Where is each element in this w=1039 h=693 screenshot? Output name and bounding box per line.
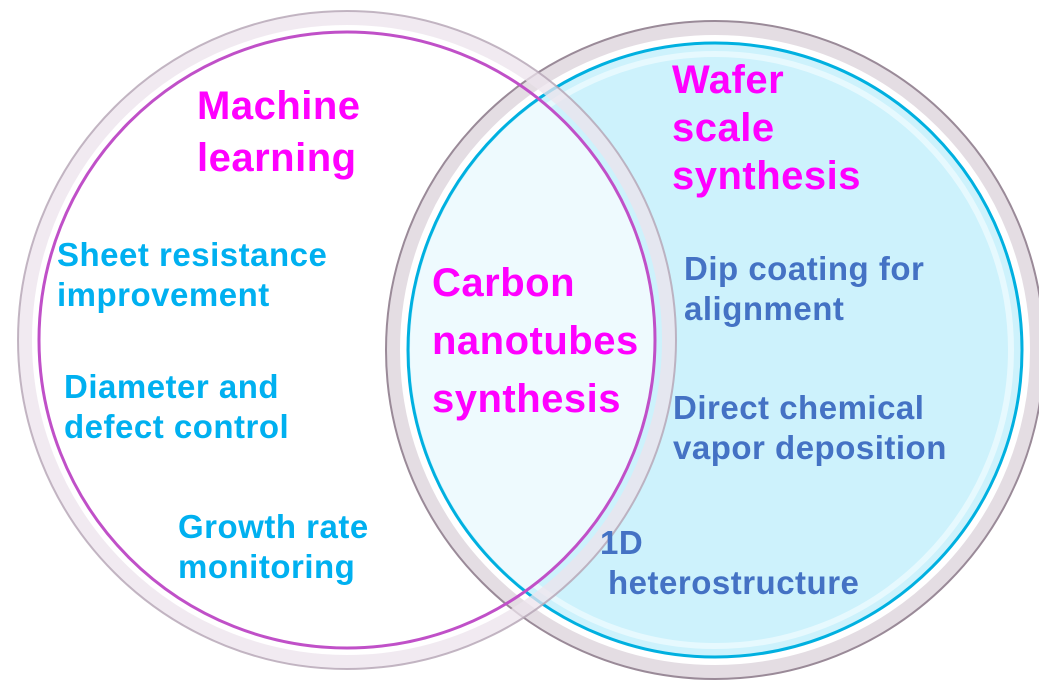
item-line: Growth rate (178, 508, 369, 545)
title-line: synthesis (432, 377, 622, 421)
left-circle-ring (18, 11, 676, 669)
item-line: heterostructure (608, 564, 860, 601)
right-item-dip-coating: Dip coating for alignment (684, 249, 924, 329)
item-line: defect control (64, 408, 290, 445)
left-item-diameter: Diameter and defect control (64, 367, 289, 447)
item-line: Sheet resistance (57, 236, 328, 273)
overlap-title: Carbon nanotubes synthesis (432, 254, 639, 428)
item-line: vapor deposition (673, 429, 947, 466)
item-line: monitoring (178, 548, 356, 585)
right-set-title: Wafer scale synthesis (672, 56, 861, 200)
left-set-title: Machine learning (197, 80, 361, 184)
overlap-region (410, 45, 655, 648)
right-circle-ring (386, 21, 1039, 679)
title-line: nanotubes (432, 319, 639, 363)
item-line: improvement (57, 276, 270, 313)
title-line: learning (197, 136, 357, 180)
left-item-sheet-resistance: Sheet resistance improvement (57, 235, 327, 315)
item-line: Diameter and (64, 368, 280, 405)
title-line: synthesis (672, 154, 862, 198)
right-item-cvd: Direct chemical vapor deposition (673, 388, 947, 468)
item-line: alignment (684, 290, 845, 327)
right-item-1d-heterostructure: 1D heterostructure (600, 523, 859, 603)
item-line: Dip coating for (684, 250, 925, 287)
title-line: Carbon (432, 261, 575, 305)
title-line: scale (672, 106, 775, 150)
left-circle (37, 30, 657, 650)
left-item-growth-rate: Growth rate monitoring (178, 507, 369, 587)
item-line: Direct chemical (673, 389, 925, 426)
item-line: 1D (600, 524, 644, 561)
title-line: Wafer (672, 58, 785, 102)
title-line: Machine (197, 84, 361, 128)
